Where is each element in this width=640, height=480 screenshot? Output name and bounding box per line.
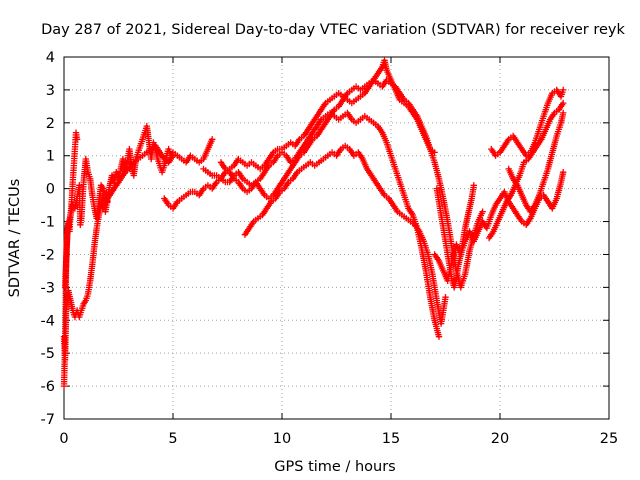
data-point-markers <box>433 182 477 291</box>
data-point-markers <box>241 142 449 327</box>
data-point-markers <box>431 169 567 284</box>
y-tick-label: -7 <box>41 412 55 428</box>
series-track-13 <box>505 109 567 215</box>
y-tick-label: 3 <box>46 83 55 99</box>
y-tick-label: -1 <box>41 215 55 231</box>
series-track-8 <box>241 142 449 327</box>
data-point-markers <box>200 109 443 340</box>
y-axis-label: SDTVAR / TECUs <box>7 179 23 298</box>
data-points <box>60 57 567 390</box>
tick-marks <box>63 56 610 420</box>
y-tick-label: -5 <box>41 346 55 362</box>
y-tick-label: -4 <box>41 313 55 329</box>
series-track-6 <box>200 109 443 340</box>
x-tick-label: 15 <box>382 431 400 447</box>
x-axis-label: GPS time / hours <box>274 459 395 475</box>
series-track-12 <box>485 99 567 242</box>
y-tick-label: -3 <box>41 280 55 296</box>
y-tick-label: 0 <box>46 182 55 198</box>
y-tick-label: 2 <box>46 116 55 132</box>
y-tick-label: -6 <box>41 379 55 395</box>
data-point-markers <box>100 142 177 212</box>
x-tick-label: 10 <box>273 431 291 447</box>
y-tick-label: 4 <box>46 50 55 66</box>
y-tick-label: -2 <box>41 247 55 263</box>
x-tick-label: 25 <box>600 431 618 447</box>
y-tick-label: 1 <box>46 149 55 165</box>
data-point-markers <box>505 109 567 215</box>
series-track-10 <box>433 182 477 291</box>
tick-labels: 0 5 10 15 20 25 -7 -6 -5 -4 -3 -2 -1 0 1 2 3 4 <box>41 50 619 447</box>
x-tick-label: 0 <box>59 431 68 447</box>
chart-title: Day 287 of 2021, Sidereal Day-to-day VTE… <box>41 22 625 38</box>
plot-frame <box>63 56 610 420</box>
data-point-markers <box>217 76 486 291</box>
series-track-3 <box>61 129 81 291</box>
series-track-7 <box>217 76 486 291</box>
grid-lines <box>64 57 609 419</box>
data-point-markers <box>485 99 567 242</box>
data-point-markers <box>61 129 81 291</box>
x-tick-label: 20 <box>491 431 509 447</box>
series-track-4 <box>100 142 177 212</box>
series-track-9 <box>431 169 567 284</box>
x-tick-label: 5 <box>168 431 177 447</box>
